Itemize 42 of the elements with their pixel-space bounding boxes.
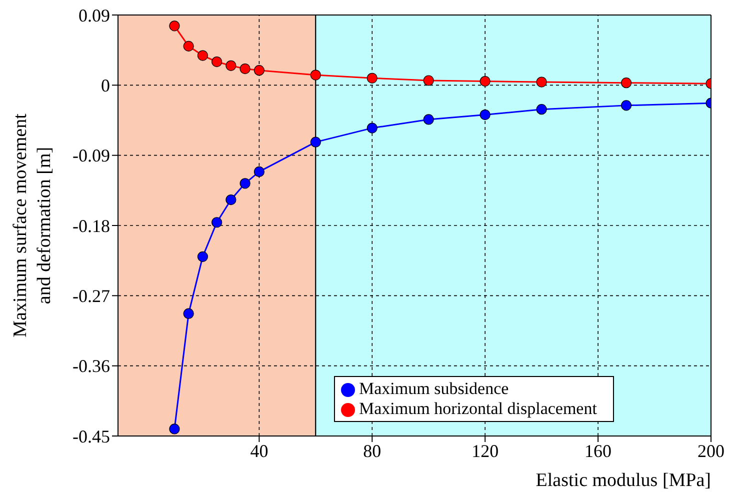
point xyxy=(423,114,434,125)
x-axis-title: Elastic modulus [MPa] xyxy=(536,470,711,491)
point xyxy=(169,20,180,32)
legend-label: Maximum horizontal displacement xyxy=(359,399,597,418)
point xyxy=(197,251,208,262)
point xyxy=(366,72,378,84)
y-tick-label: -0.09 xyxy=(72,146,110,166)
point xyxy=(212,56,222,68)
point xyxy=(536,76,547,88)
y-axis-title: Maximum surface movement and deformation [m] xyxy=(10,112,55,338)
point xyxy=(366,122,378,134)
point xyxy=(536,104,547,115)
point xyxy=(240,63,250,74)
point xyxy=(183,40,194,52)
y-tick-label: -0.36 xyxy=(72,356,110,376)
y-tick-label: -0.45 xyxy=(72,426,110,446)
y-tick-label: 0.09 xyxy=(78,5,110,26)
x-tick-label: 80 xyxy=(363,440,382,461)
y-tick-label: -0.27 xyxy=(72,286,110,306)
x-tick-label: 200 xyxy=(698,440,724,461)
point xyxy=(480,76,490,87)
point xyxy=(183,308,194,319)
legend-label: Maximum subsidence xyxy=(359,379,509,398)
point xyxy=(423,75,434,86)
point xyxy=(226,194,236,206)
point xyxy=(620,78,632,88)
y-tick-label: -0.18 xyxy=(72,216,110,236)
x-tick-label: 40 xyxy=(250,440,268,461)
point xyxy=(197,50,208,61)
point xyxy=(169,424,180,434)
point xyxy=(254,65,264,76)
point xyxy=(240,178,250,189)
x-tick-label: 120 xyxy=(472,440,499,461)
point xyxy=(310,70,321,80)
point xyxy=(212,217,222,228)
y-tick-label: 0 xyxy=(101,76,110,96)
point xyxy=(620,100,632,111)
point xyxy=(310,136,321,148)
point xyxy=(480,109,490,120)
point xyxy=(226,60,236,71)
point xyxy=(254,166,264,178)
x-tick-label: 160 xyxy=(584,440,612,461)
